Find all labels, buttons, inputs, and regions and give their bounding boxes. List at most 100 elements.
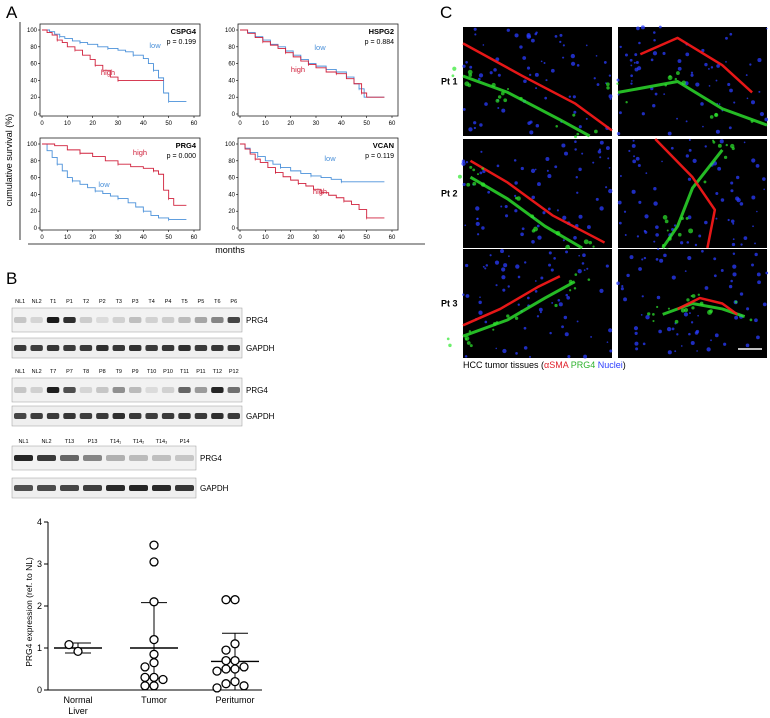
nucleus [733, 101, 736, 104]
blot-prg4-band [96, 317, 109, 323]
km-xtick-label: 20 [287, 235, 294, 241]
nucleus [730, 189, 734, 193]
nucleus [501, 267, 506, 272]
nucleus [636, 26, 640, 31]
nucleus [638, 41, 641, 45]
nucleus [480, 150, 483, 153]
chart-data-point [239, 662, 249, 672]
blot-prg4-band [112, 387, 125, 393]
nucleus [680, 241, 684, 245]
nucleus [624, 234, 627, 236]
nucleus [757, 58, 762, 63]
nucleus [732, 238, 735, 241]
prg4-speck [448, 343, 452, 348]
chart-data-point [149, 681, 159, 691]
nucleus [702, 125, 704, 128]
nucleus [728, 126, 732, 130]
blot-gapdh-band [83, 485, 102, 491]
nucleus [751, 158, 756, 163]
nucleus [758, 90, 761, 93]
nucleus [473, 126, 477, 130]
prg4-speck [531, 229, 536, 233]
nucleus [506, 28, 510, 32]
micro-background [618, 27, 767, 136]
chart-data-point [212, 683, 222, 693]
micro-row-label: Pt 1 [441, 77, 458, 87]
nucleus [633, 61, 636, 64]
nucleus [500, 249, 505, 254]
blot-loading-label: GAPDH [246, 344, 275, 353]
blot-prg4-band [145, 317, 158, 323]
nucleus [739, 292, 744, 296]
nucleus [523, 346, 528, 350]
km-ytick-label: 80 [228, 45, 235, 51]
blot-lane-label: T8 [83, 369, 89, 375]
km-ytick-label: 0 [34, 112, 38, 118]
nucleus [465, 263, 469, 268]
chart-data-point [230, 676, 240, 687]
nucleus [653, 31, 656, 34]
prg4-speck [594, 129, 598, 134]
prg4-speck [469, 165, 473, 169]
nucleus [465, 60, 468, 64]
km-ytick-label: 60 [30, 176, 37, 182]
nucleus [652, 51, 658, 56]
nucleus [608, 94, 613, 99]
prg4-speck [664, 219, 669, 224]
nucleus [631, 143, 636, 148]
nucleus [567, 354, 571, 359]
nucleus [494, 260, 500, 265]
chart-ytick-label: 4 [37, 517, 42, 527]
nucleus [692, 158, 697, 164]
micro-panel-r2-c1 [457, 139, 613, 250]
nucleus [478, 300, 482, 305]
km-xtick-label: 0 [238, 121, 242, 127]
nucleus [597, 149, 602, 154]
prg4-speck [664, 83, 668, 87]
nucleus [652, 104, 656, 108]
nucleus [535, 87, 538, 90]
nucleus [582, 253, 586, 258]
prg4-speck [446, 337, 450, 341]
nucleus [635, 347, 639, 351]
prg4-speck [573, 287, 577, 290]
nucleus [581, 262, 585, 265]
caption-prg4: PRG4 [571, 360, 596, 370]
blot-lane-label: P14 [180, 439, 190, 445]
nucleus [638, 200, 642, 204]
km-xtick-label: 10 [64, 121, 71, 127]
nucleus [756, 210, 758, 213]
blot-gapdh-band [14, 345, 27, 351]
nucleus [683, 312, 689, 317]
km-ytick-label: 0 [232, 112, 236, 118]
prg4-signal [462, 74, 591, 138]
nucleus [762, 177, 766, 181]
blot-gapdh-band [145, 413, 158, 419]
nucleus [636, 66, 642, 71]
nucleus [514, 181, 518, 185]
blot-gapdh-membrane [11, 337, 243, 359]
nucleus [538, 307, 543, 312]
nucleus [551, 301, 554, 304]
nucleus [629, 58, 633, 62]
nucleus [732, 264, 737, 269]
prg4-speck [500, 91, 505, 96]
km-xtick-label: 60 [191, 121, 198, 127]
nucleus [632, 159, 637, 164]
nucleus [755, 164, 760, 168]
prg4-speck [703, 180, 707, 184]
panel-label-b: B [6, 269, 17, 288]
km-xtick-label: 50 [165, 235, 172, 241]
nucleus [609, 349, 613, 353]
km-xtick-label: 20 [287, 121, 294, 127]
prg4-speck [583, 239, 589, 245]
caption-prefix: HCC tumor tissues ( [463, 360, 544, 370]
km-plot-frame [237, 137, 399, 231]
nucleus [700, 102, 704, 106]
nucleus [606, 341, 609, 343]
nucleus [507, 285, 510, 288]
km-ytick-label: 100 [225, 142, 236, 148]
nucleus [695, 82, 700, 87]
prg4-speck [457, 174, 462, 179]
nucleus [574, 140, 577, 143]
